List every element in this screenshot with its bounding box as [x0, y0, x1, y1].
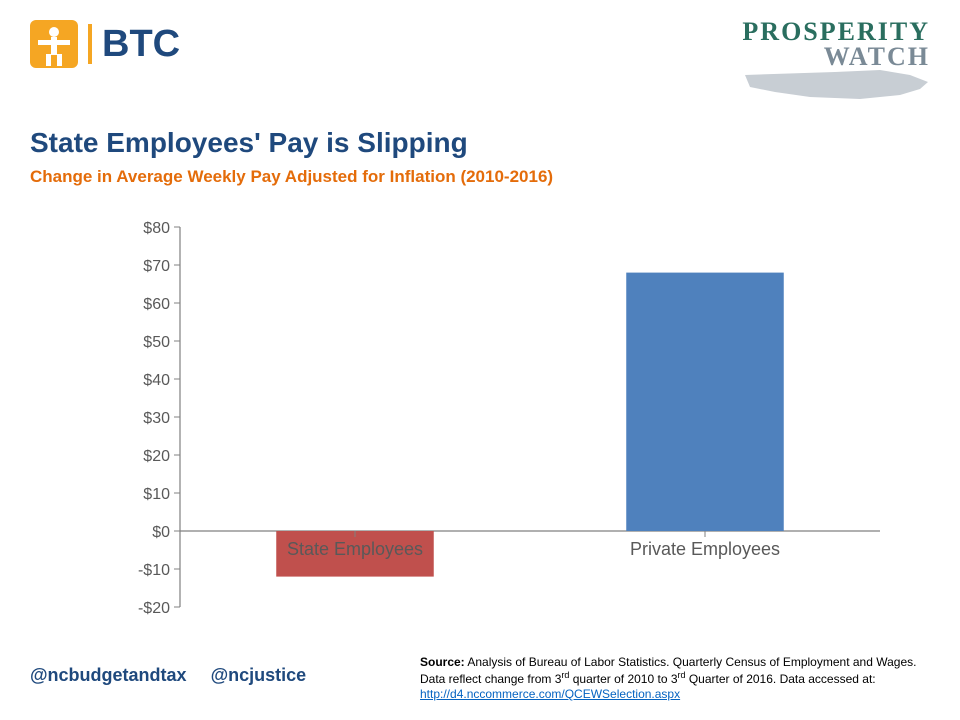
subtitle: Change in Average Weekly Pay Adjusted fo…	[30, 167, 930, 187]
prosperity-top-text: PROSPERITY	[740, 20, 930, 45]
chart-svg: -$20 -$10 $0 $10 $20 $30 $40 $50 $60 $70 $80 State …	[100, 217, 900, 637]
source-text-2: quarter of 2010 to 3	[569, 672, 677, 686]
main-title: State Employees' Pay is Slipping	[30, 127, 930, 159]
svg-text:$80: $80	[143, 220, 170, 237]
svg-text:-$10: -$10	[138, 562, 170, 579]
btc-divider	[88, 24, 92, 64]
source-label: Source:	[420, 655, 465, 669]
svg-text:$0: $0	[152, 524, 170, 541]
handle-ncbudgetandtax: @ncbudgetandtax	[30, 665, 187, 686]
btc-text: BTC	[102, 23, 180, 66]
svg-text:$60: $60	[143, 296, 170, 313]
prosperity-watch-logo: PROSPERITY WATCH	[740, 20, 930, 107]
svg-text:State Employees: State Employees	[287, 539, 423, 559]
social-handles: @ncbudgetandtax @ncjustice	[30, 655, 306, 686]
svg-text:$40: $40	[143, 372, 170, 389]
source-text-3: Quarter of 2016. Data accessed at:	[686, 672, 876, 686]
source-note: Source: Analysis of Bureau of Labor Stat…	[420, 655, 930, 702]
bar-chart: -$20 -$10 $0 $10 $20 $30 $40 $50 $60 $70 $80 State …	[100, 217, 900, 637]
btc-logo: BTC	[30, 20, 180, 68]
source-sup-2: rd	[678, 670, 686, 680]
handle-ncjustice: @ncjustice	[211, 665, 307, 686]
svg-text:$10: $10	[143, 486, 170, 503]
title-block: State Employees' Pay is Slipping Change …	[0, 117, 960, 187]
svg-text:$70: $70	[143, 258, 170, 275]
svg-text:Private Employees: Private Employees	[630, 539, 780, 559]
prosperity-bottom-text: WATCH	[740, 45, 930, 70]
header: BTC PROSPERITY WATCH	[0, 0, 960, 117]
svg-text:$20: $20	[143, 448, 170, 465]
svg-text:$50: $50	[143, 334, 170, 351]
svg-text:$30: $30	[143, 410, 170, 427]
footer: @ncbudgetandtax @ncjustice Source: Analy…	[30, 655, 930, 702]
nc-state-icon	[740, 67, 930, 102]
svg-text:-$20: -$20	[138, 600, 170, 617]
btc-person-icon	[30, 20, 78, 68]
source-link[interactable]: http://d4.nccommerce.com/QCEWSelection.a…	[420, 687, 680, 701]
